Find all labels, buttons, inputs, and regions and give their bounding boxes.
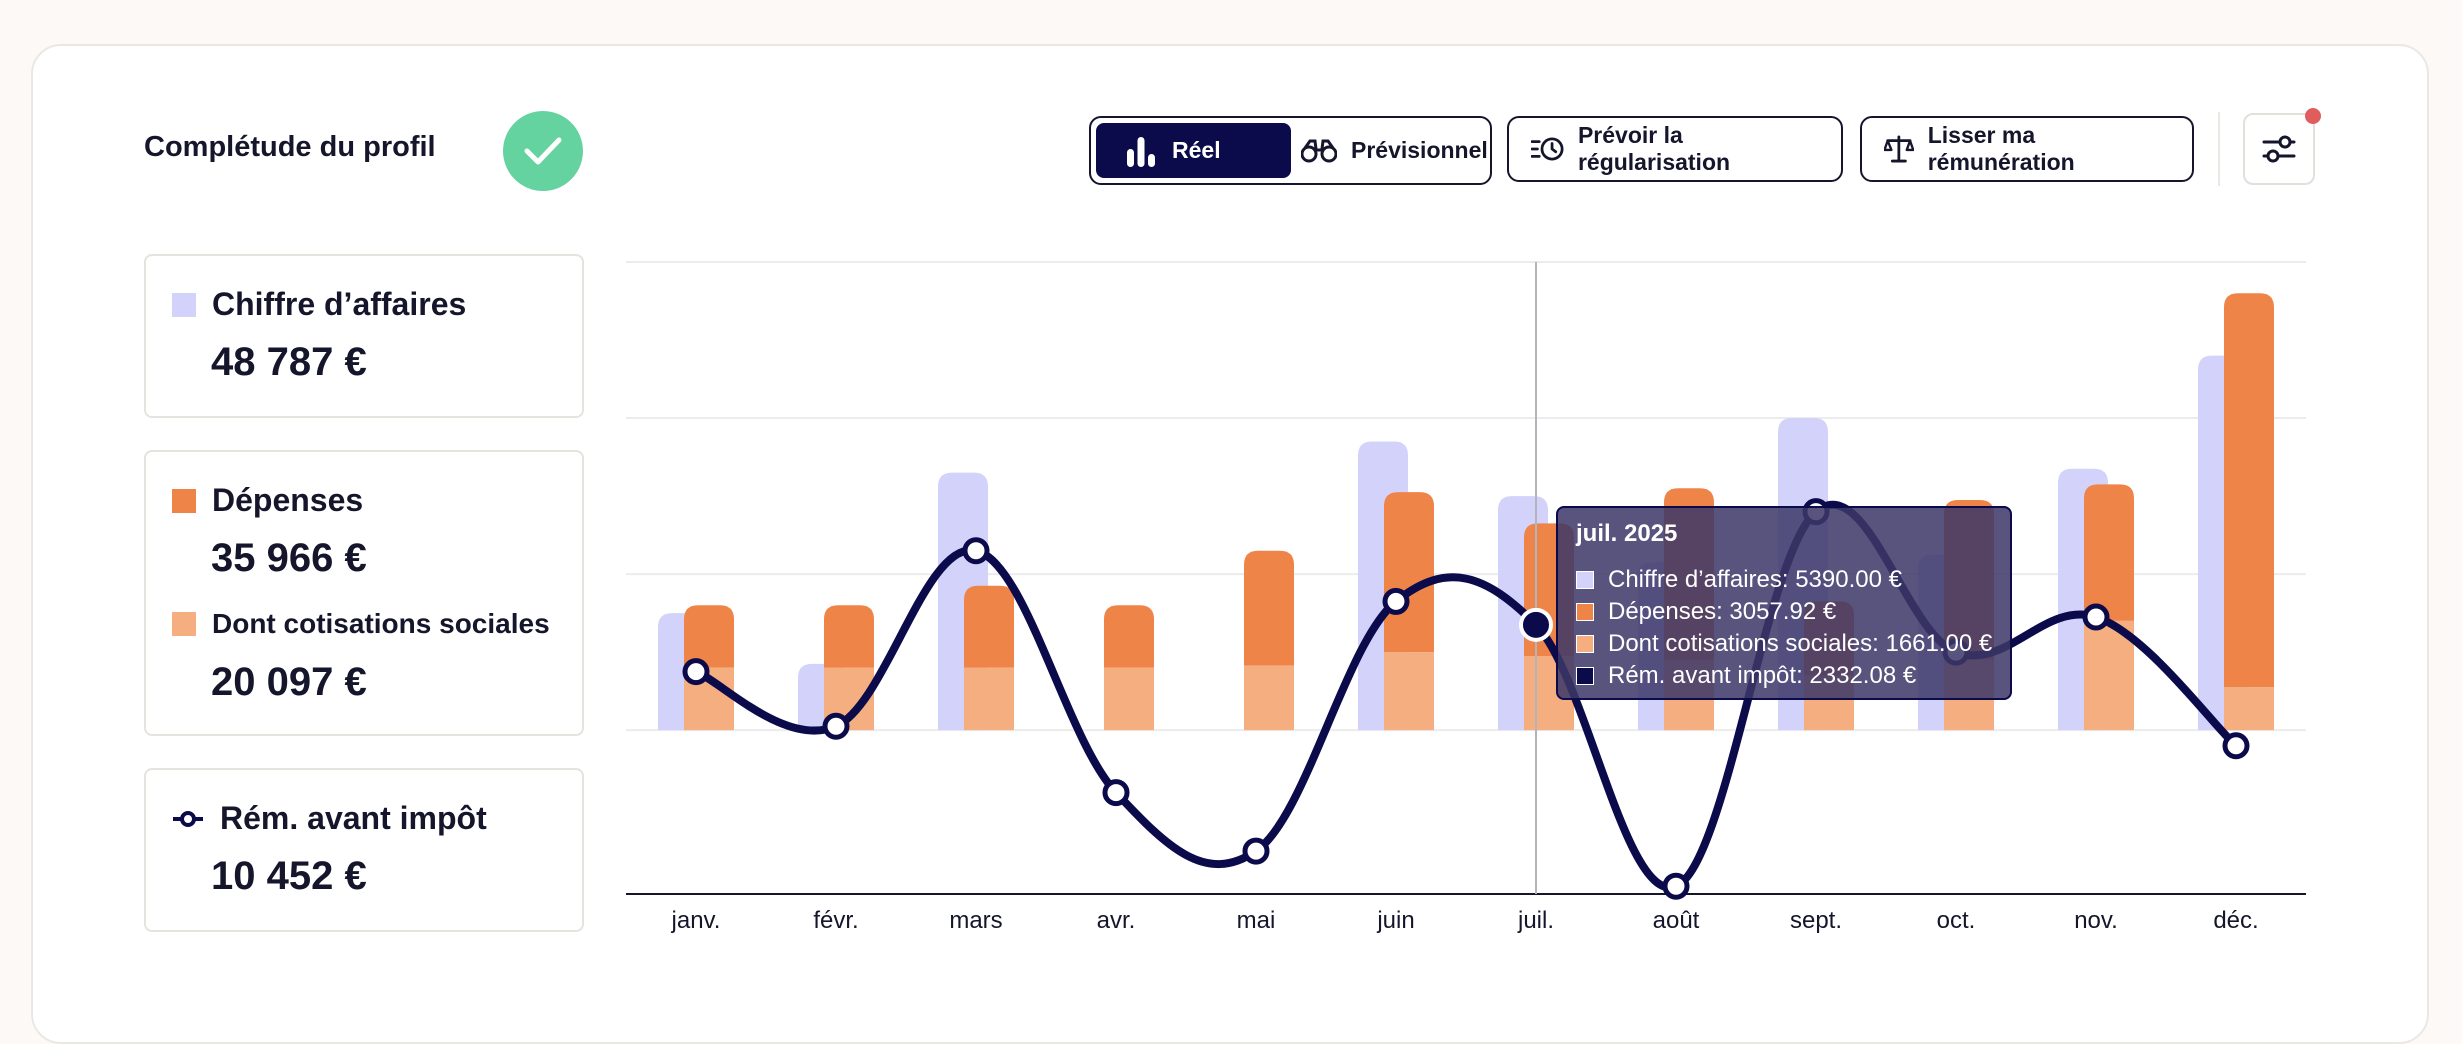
x-tick-juil: juil.: [1517, 907, 1554, 934]
expenses-stat-card: Dépenses 35 966 € Dont cotisations socia…: [144, 450, 584, 736]
revenue-stat-card: Chiffre d’affaires 48 787 €: [144, 254, 584, 418]
x-tick-sept: sept.: [1790, 907, 1842, 934]
x-tick-aout: août: [1653, 907, 1700, 934]
point-remuneration-juin: [1382, 587, 1410, 615]
tooltip-social-swatch: [1576, 635, 1594, 653]
x-tick-mai: mai: [1237, 907, 1276, 934]
clock-list-icon: [1531, 137, 1564, 161]
x-tick-dec: déc.: [2213, 907, 2258, 934]
social-swatch: [172, 612, 196, 636]
chart-tooltip: juil. 2025 Chiffre d’affaires: 5390.00 €…: [1556, 506, 2012, 700]
point-remuneration-fevr: [822, 712, 850, 740]
bar-expenses-fevr: [824, 605, 874, 668]
filters-notification-dot: [2305, 108, 2321, 124]
scale-icon: [1884, 135, 1914, 163]
remuneration-series-points: [682, 498, 2250, 900]
tooltip-remuneration-swatch: [1576, 667, 1594, 685]
bar-social-mars: [964, 667, 1014, 731]
point-remuneration-juil: [1519, 607, 1553, 642]
bar-social-nov: [2084, 620, 2134, 731]
x-axis-ticks: janv. févr. mars avr. mai juin juil. août sept. o…: [671, 907, 2259, 934]
smooth-remuneration-button[interactable]: Lisser ma rémunération: [1860, 116, 2194, 182]
tooltip-revenue: Chiffre d’affaires: 5390.00 €: [1608, 566, 1902, 593]
expenses-swatch: [172, 488, 196, 513]
expenses-stat-value: 35 966 €: [211, 536, 367, 580]
bar-expenses-nov: [2084, 484, 2134, 621]
x-tick-juin: juin: [1376, 907, 1414, 934]
toolbar-divider: [2218, 112, 2220, 186]
check-icon: [503, 111, 583, 191]
profile-completeness-label: Complétude du profil: [144, 131, 436, 163]
binoculars-icon: [1301, 139, 1337, 162]
regularisation-button[interactable]: Prévoir la régularisation: [1507, 116, 1843, 182]
bar-social-mai: [1244, 665, 1294, 731]
tooltip-social: Dont cotisations sociales: 1661.00 €: [1608, 630, 1993, 657]
remuneration-stat-label: Rém. avant impôt: [220, 800, 487, 836]
remuneration-stat-card: Rém. avant impôt 10 452 €: [144, 768, 584, 932]
bar-expenses-mai: [1244, 550, 1294, 666]
remuneration-stat-value: 10 452 €: [211, 854, 367, 898]
x-tick-fevr: févr.: [813, 907, 858, 934]
x-tick-avr: avr.: [1097, 907, 1136, 934]
point-remuneration-nov: [2082, 603, 2110, 631]
tooltip-revenue-swatch: [1576, 571, 1594, 589]
x-tick-janv: janv.: [671, 907, 721, 934]
tooltip-expenses-swatch: [1576, 603, 1594, 621]
chart-bars: [658, 293, 2274, 731]
bar-expenses-janv: [684, 605, 734, 668]
filters-button[interactable]: [2243, 113, 2315, 185]
bar-expenses-avr: [1104, 605, 1154, 668]
regularisation-label: Prévoir la régularisation: [1577, 122, 1731, 175]
point-remuneration-mars: [962, 537, 990, 565]
x-tick-mars: mars: [949, 907, 1002, 934]
expenses-stat-label: Dépenses: [212, 482, 364, 518]
mode-real-label: Réel: [1172, 137, 1221, 163]
tooltip-remuneration: Rém. avant impôt: 2332.08 €: [1608, 662, 1917, 689]
mode-forecast-button[interactable]: Prévisionnel: [1301, 123, 1488, 178]
mode-segmented-control: Réel Prévisionnel: [1089, 116, 1492, 185]
bar-expenses-dec: [2224, 293, 2274, 688]
point-remuneration-aout: [1662, 872, 1690, 900]
social-stat-label: Dont cotisations sociales: [212, 608, 550, 639]
bar-expenses-mars: [964, 585, 1014, 668]
smooth-remuneration-label: Lisser ma rémunération: [1927, 122, 2075, 175]
mode-real-button[interactable]: Réel: [1096, 123, 1291, 178]
x-tick-oct: oct.: [1937, 907, 1976, 934]
chart: janv. févr. mars avr. mai juin juil. août sept. o…: [626, 261, 2306, 934]
bar-social-juin: [1384, 652, 1434, 731]
point-remuneration-dec: [2222, 732, 2250, 760]
sliders-icon: [2262, 135, 2296, 163]
bar-social-dec: [2224, 687, 2274, 731]
bar-social-avr: [1104, 667, 1154, 731]
point-remuneration-avr: [1102, 779, 1130, 807]
social-stat-value: 20 097 €: [211, 660, 367, 704]
tooltip-title: juil. 2025: [1576, 520, 1678, 547]
x-tick-nov: nov.: [2074, 907, 2118, 934]
mode-forecast-label: Prévisionnel: [1351, 137, 1488, 163]
bar-chart-icon: [1127, 136, 1155, 167]
point-remuneration-mai: [1242, 837, 1270, 865]
line-marker-icon: [173, 810, 203, 827]
revenue-stat-value: 48 787 €: [211, 340, 367, 384]
bar-expenses-juin: [1384, 492, 1434, 653]
revenue-stat-label: Chiffre d’affaires: [212, 286, 467, 322]
tooltip-expenses: Dépenses: 3057.92 €: [1608, 598, 1837, 625]
point-remuneration-janv: [682, 658, 710, 686]
revenue-swatch: [172, 292, 196, 317]
chart-gridlines: [626, 261, 2306, 895]
